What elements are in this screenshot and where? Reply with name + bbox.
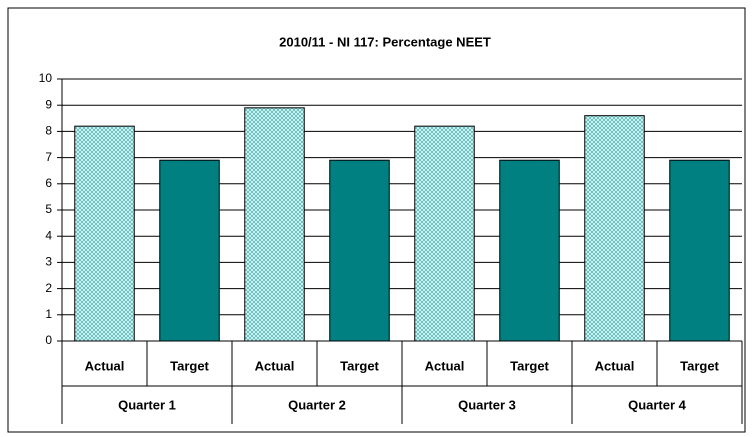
sub-category-label: Target xyxy=(510,358,549,373)
bar xyxy=(74,125,135,342)
y-tick-label: 0 xyxy=(45,333,52,347)
bar xyxy=(669,159,730,342)
y-tick-label: 10 xyxy=(39,71,53,85)
sub-category-label: Target xyxy=(340,358,379,373)
y-tick-label: 8 xyxy=(45,124,52,138)
sub-category-label: Target xyxy=(170,358,209,373)
y-tick-label: 9 xyxy=(45,97,52,111)
sub-category-label: Target xyxy=(680,358,719,373)
bar xyxy=(584,115,645,342)
y-tick-label: 5 xyxy=(45,202,52,216)
x-tick-label: Quarter 4 xyxy=(628,397,687,412)
sub-category-label: Actual xyxy=(85,358,125,373)
bar xyxy=(244,107,305,342)
bar xyxy=(329,159,390,342)
y-tick-label: 3 xyxy=(45,255,52,269)
y-tick-label: 1 xyxy=(45,307,52,321)
sub-category-label: Actual xyxy=(425,358,465,373)
chart-title: 2010/11 - NI 117: Percentage NEET xyxy=(279,34,491,49)
y-tick-label: 7 xyxy=(45,150,52,164)
sub-category-label: Actual xyxy=(595,358,635,373)
bar xyxy=(159,159,220,342)
x-tick-label: Quarter 1 xyxy=(118,397,176,412)
y-tick-label: 6 xyxy=(45,176,52,190)
bar xyxy=(499,159,560,342)
x-tick-label: Quarter 3 xyxy=(458,397,516,412)
y-tick-label: 4 xyxy=(45,228,52,242)
sub-category-label: Actual xyxy=(255,358,295,373)
x-tick-label: Quarter 2 xyxy=(288,397,346,412)
bar xyxy=(414,125,475,342)
y-tick-label: 2 xyxy=(45,281,52,295)
